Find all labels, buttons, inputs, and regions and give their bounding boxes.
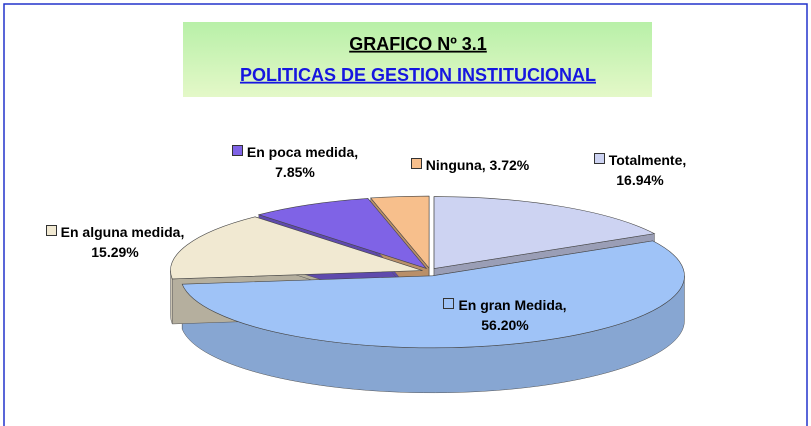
- label-text: Totalmente, 16.94%: [608, 152, 687, 188]
- slice: [181, 240, 685, 349]
- slice: [257, 198, 428, 270]
- data-label: Ninguna, 3.72%: [390, 155, 550, 175]
- title-box: [183, 22, 652, 97]
- legend-key: [45, 225, 57, 236]
- data-label: En alguna medida, 15.29%: [40, 222, 190, 262]
- label-text: En alguna medida, 15.29%: [60, 224, 185, 260]
- legend-key: [443, 298, 455, 309]
- frame: [3, 3, 808, 426]
- slice: [370, 195, 430, 269]
- legend-key: [231, 145, 243, 156]
- data-label: En poca medida, 7.85%: [215, 142, 375, 182]
- data-label: En gran Medida, 56.20%: [420, 295, 590, 335]
- chart-subtitle: POLITICAS DE GESTION INSTITUCIONAL: [240, 65, 596, 85]
- legend-key: [410, 158, 422, 169]
- label-text: En poca medida, 7.85%: [246, 144, 359, 180]
- chart-title: GRAFICO Nº 3.1: [349, 34, 487, 54]
- slice: [170, 216, 423, 280]
- label-text: En gran Medida, 56.20%: [458, 297, 567, 333]
- label-text: Ninguna, 3.72%: [425, 157, 530, 173]
- legend-key: [593, 153, 605, 164]
- data-label: Totalmente, 16.94%: [575, 150, 705, 190]
- slice: [433, 196, 656, 269]
